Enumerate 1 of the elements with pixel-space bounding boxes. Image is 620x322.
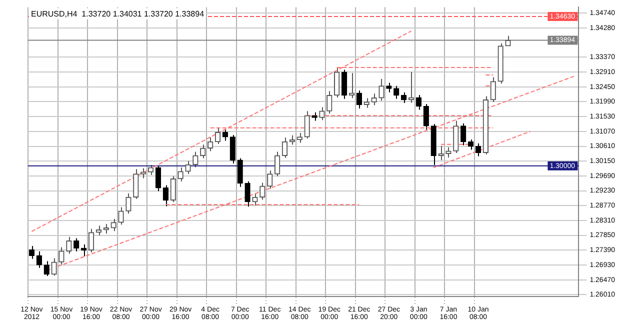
chart-title: EURUSD,H4 1.33720 1.34031 1.33720 1.33894 (31, 9, 205, 18)
